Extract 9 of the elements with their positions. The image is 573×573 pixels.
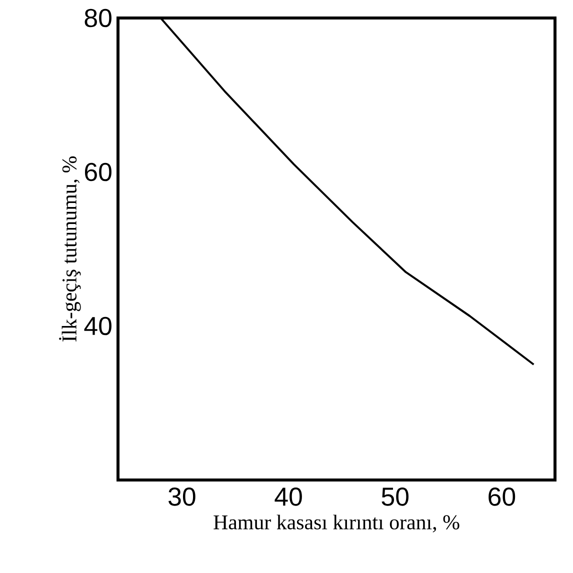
x-tick-label: 30 xyxy=(168,488,196,506)
y-axis-title: İlk-geçiş tutunumu, % xyxy=(59,156,81,342)
x-tick-label: 60 xyxy=(488,488,516,506)
x-tick-label: 40 xyxy=(274,488,302,506)
y-tick-label: 80 xyxy=(84,8,112,28)
y-tick-label: 60 xyxy=(84,162,112,182)
y-tick-label: 40 xyxy=(84,316,112,336)
x-tick-label: 50 xyxy=(382,488,409,506)
x-axis-title: Hamur kasası kırıntı oranı, % xyxy=(214,514,460,532)
